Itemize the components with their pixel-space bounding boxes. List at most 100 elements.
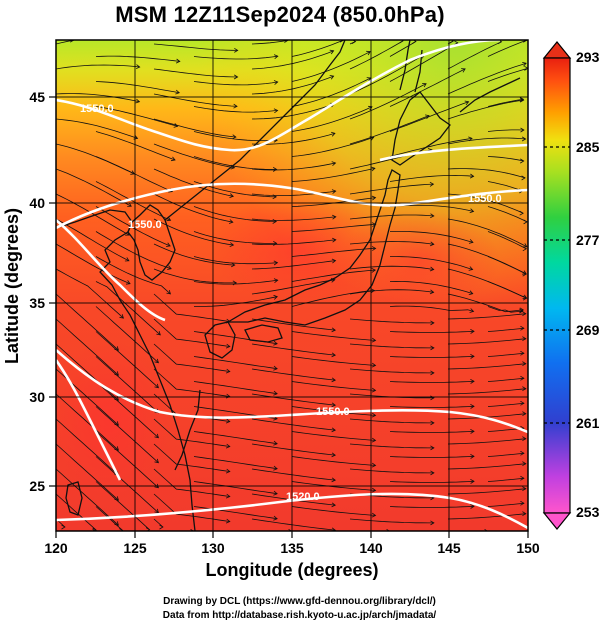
streamline-arrowhead — [520, 350, 525, 356]
streamline-arrowhead — [225, 468, 231, 474]
streamline — [291, 224, 376, 232]
streamline — [251, 40, 288, 45]
y-tick-label: 40 — [29, 195, 45, 211]
streamline-arrowhead — [520, 127, 525, 133]
streamline — [153, 368, 230, 397]
streamline-arrowhead — [331, 327, 336, 333]
streamline-arrowhead — [366, 50, 371, 56]
streamline — [56, 193, 130, 236]
colorbar-label: 285 — [576, 139, 599, 155]
streamline — [291, 137, 374, 157]
streamline — [389, 101, 469, 132]
streamline-arrowhead — [166, 242, 171, 247]
streamline — [95, 356, 159, 413]
streamline-arrowhead — [430, 370, 435, 376]
streamline — [349, 418, 434, 424]
streamline-arrowhead — [522, 511, 527, 517]
streamline — [193, 55, 278, 60]
streamline — [153, 168, 234, 197]
streamline — [291, 248, 376, 257]
streamline-arrowhead — [522, 461, 527, 467]
streamline-arrowhead — [520, 450, 525, 456]
streamline — [193, 506, 278, 520]
streamline-arrowhead — [522, 486, 527, 492]
streamline — [389, 68, 466, 107]
streamline-arrowhead — [331, 427, 336, 433]
streamline — [447, 41, 502, 70]
streamline-arrowhead — [468, 239, 474, 244]
x-tick-label: 145 — [437, 540, 461, 556]
streamline-arrowhead — [371, 462, 377, 468]
streamline — [349, 368, 434, 374]
streamline — [193, 106, 278, 113]
streamline-arrowhead — [273, 340, 278, 346]
contour-label: 1550.0 — [468, 193, 502, 205]
streamline — [193, 481, 278, 495]
streamline — [193, 356, 278, 370]
streamline — [153, 243, 235, 266]
streamline — [447, 488, 526, 495]
streamline — [56, 468, 119, 526]
streamline — [153, 343, 230, 372]
streamline — [95, 231, 172, 270]
streamline-arrowhead — [422, 83, 427, 88]
streamline-arrowhead — [399, 40, 404, 44]
streamline — [447, 137, 526, 145]
streamline-arrowhead — [520, 400, 525, 406]
x-tick-label: 140 — [359, 540, 383, 556]
streamline — [447, 513, 526, 520]
streamline-arrowhead — [430, 520, 435, 526]
streamline-arrowhead — [371, 337, 377, 343]
streamline — [291, 331, 376, 341]
streamline — [389, 305, 474, 312]
streamline-arrowhead — [520, 475, 525, 481]
streamline-arrowhead — [233, 103, 238, 109]
streamline-arrowhead — [468, 266, 474, 271]
streamline — [251, 260, 336, 270]
streamline — [153, 268, 237, 284]
streamline — [487, 306, 523, 313]
streamline-arrowhead — [519, 210, 524, 216]
streamline-arrowhead — [484, 529, 488, 531]
streamline — [95, 431, 159, 488]
streamline-arrowhead — [331, 502, 336, 508]
streamline — [389, 138, 473, 157]
streamline — [349, 318, 434, 324]
streamline — [193, 381, 278, 395]
streamline-arrowhead — [470, 354, 475, 359]
streamline — [95, 381, 159, 438]
streamline-arrowhead — [92, 527, 97, 531]
streamline-arrowhead — [470, 404, 475, 409]
footer-source: Data from http://database.rish.kyoto-u.a… — [162, 610, 437, 621]
streamline — [349, 289, 434, 295]
streamline-arrowhead — [288, 529, 292, 531]
streamline-arrowhead — [273, 515, 278, 521]
streamline-arrowhead — [370, 288, 376, 294]
streamline-arrowhead — [331, 527, 336, 531]
streamline — [487, 98, 524, 107]
colorbar-bottom-arrow — [542, 512, 572, 530]
streamline — [349, 214, 434, 220]
streamline — [95, 55, 180, 62]
streamline — [95, 306, 159, 363]
streamline — [349, 54, 425, 95]
streamline-arrowhead — [522, 436, 527, 442]
streamline — [487, 67, 528, 82]
streamline-arrowhead — [233, 74, 239, 80]
streamline-arrowhead — [92, 529, 96, 531]
streamline-arrowhead — [175, 58, 181, 64]
streamline — [487, 40, 527, 57]
streamline-arrowhead — [429, 266, 435, 272]
streamline-arrowhead — [520, 325, 525, 331]
streamline-arrowhead — [225, 418, 231, 424]
streamline-arrowhead — [273, 108, 279, 114]
streamline-arrowhead — [470, 504, 475, 509]
streamline — [389, 42, 458, 82]
streamline — [291, 481, 376, 491]
colorbar-label: 261 — [576, 415, 599, 431]
streamline-arrowhead — [331, 189, 337, 194]
streamline — [291, 40, 344, 57]
streamline — [291, 269, 376, 282]
streamline — [349, 518, 434, 524]
streamline — [56, 218, 130, 262]
